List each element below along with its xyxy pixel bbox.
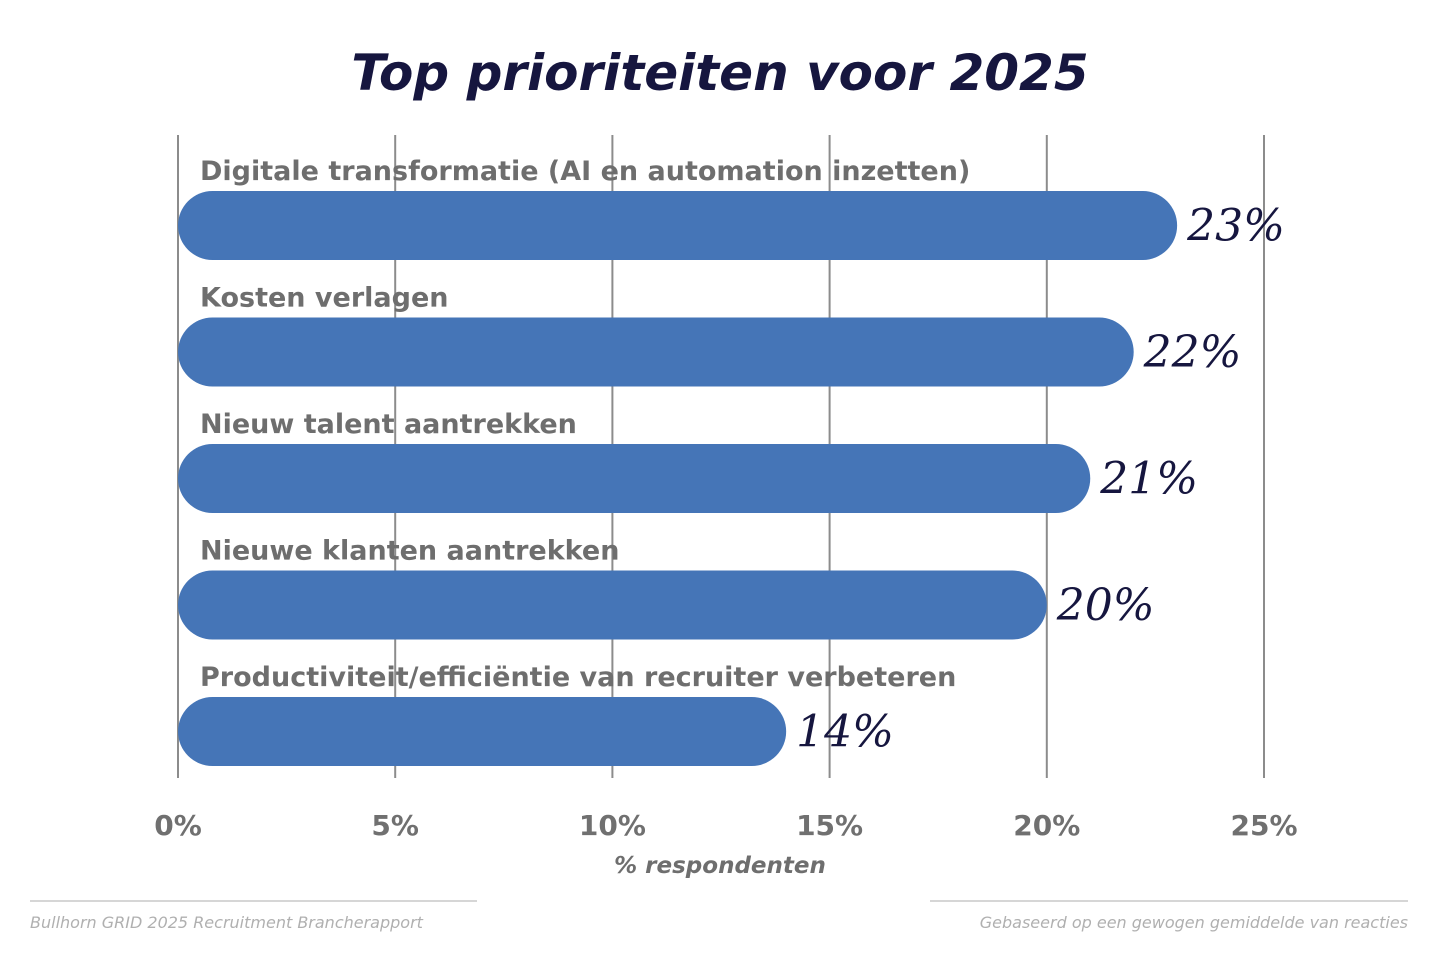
bar [178, 444, 1091, 513]
x-axis-ticks: 0% 5% 10% 15% 20% 25% [154, 809, 1297, 842]
footer-note: Gebaseerd op een gewogen gemiddelde van … [980, 913, 1408, 932]
x-axis-title: % respondenten [614, 853, 826, 879]
x-tick-label: 5% [371, 809, 419, 842]
bar [178, 697, 787, 766]
bars: Digitale transformatie (AI en automation… [178, 156, 1285, 766]
category-label: Productiviteit/efficiëntie van recruiter… [200, 662, 956, 693]
x-tick-label: 25% [1230, 809, 1297, 842]
x-tick-label: 15% [796, 809, 863, 842]
value-label: 20% [1056, 580, 1155, 631]
value-label: 23% [1186, 201, 1285, 252]
bar [178, 570, 1047, 640]
value-label: 22% [1143, 327, 1242, 378]
x-tick-label: 0% [154, 809, 202, 842]
bar [178, 317, 1134, 387]
value-label: 14% [796, 707, 894, 758]
category-label: Nieuwe klanten aantrekken [200, 536, 619, 567]
category-label: Nieuw talent aantrekken [200, 409, 577, 440]
x-tick-label: 10% [579, 809, 646, 842]
value-label: 21% [1099, 454, 1198, 505]
bar [178, 191, 1178, 260]
category-label: Digitale transformatie (AI en automation… [200, 156, 970, 187]
footer-source: Bullhorn GRID 2025 Recruitment Branchera… [30, 913, 424, 932]
category-label: Kosten verlagen [200, 283, 448, 314]
chart-title: Top prioriteiten voor 2025 [351, 44, 1088, 102]
x-tick-label: 20% [1013, 809, 1080, 842]
